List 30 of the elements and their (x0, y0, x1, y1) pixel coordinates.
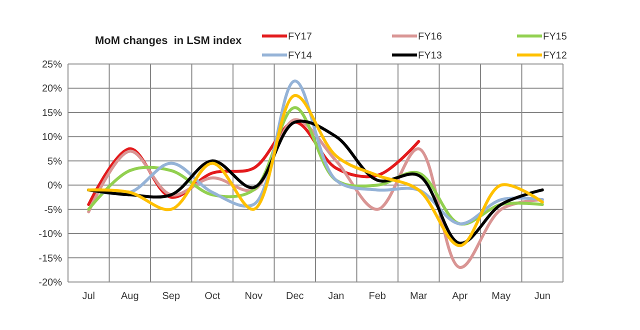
chart-title: MoM changes in LSM index (95, 35, 243, 47)
x-tick-label: Sep (162, 291, 180, 302)
legend-label: FY16 (418, 32, 442, 42)
legend-label: FY17 (288, 32, 312, 42)
y-tick-label: 10% (42, 132, 62, 144)
y-tick-label: 25% (42, 60, 62, 70)
x-tick-label: Apr (452, 291, 468, 302)
x-tick-label: May (492, 291, 511, 302)
y-tick-label: -15% (38, 253, 62, 264)
x-tick-label: Dec (286, 291, 304, 302)
x-tick-label: Oct (204, 291, 220, 302)
x-tick-label: Feb (368, 291, 386, 302)
y-tick-label: -10% (38, 229, 62, 240)
legend-label: FY12 (543, 50, 568, 62)
legend-label: FY15 (543, 32, 568, 42)
legend-label: FY13 (418, 50, 442, 62)
y-tick-label: 5% (48, 156, 62, 168)
x-tick-label: Nov (244, 291, 263, 302)
x-tick-label: Jun (534, 291, 550, 302)
x-tick-label: Jul (82, 291, 96, 302)
x-tick-label: Mar (410, 291, 428, 302)
y-tick-label: -5% (44, 204, 62, 216)
line-series (87, 94, 544, 248)
legend-label: FY14 (288, 50, 312, 62)
x-tick-label: Aug (120, 291, 139, 302)
y-tick-label: -20% (38, 278, 62, 288)
y-tick-label: 20% (42, 84, 62, 95)
y-tick-label: 15% (42, 108, 62, 119)
x-tick-label: Jan (328, 291, 344, 302)
y-tick-label: 0% (48, 180, 62, 192)
